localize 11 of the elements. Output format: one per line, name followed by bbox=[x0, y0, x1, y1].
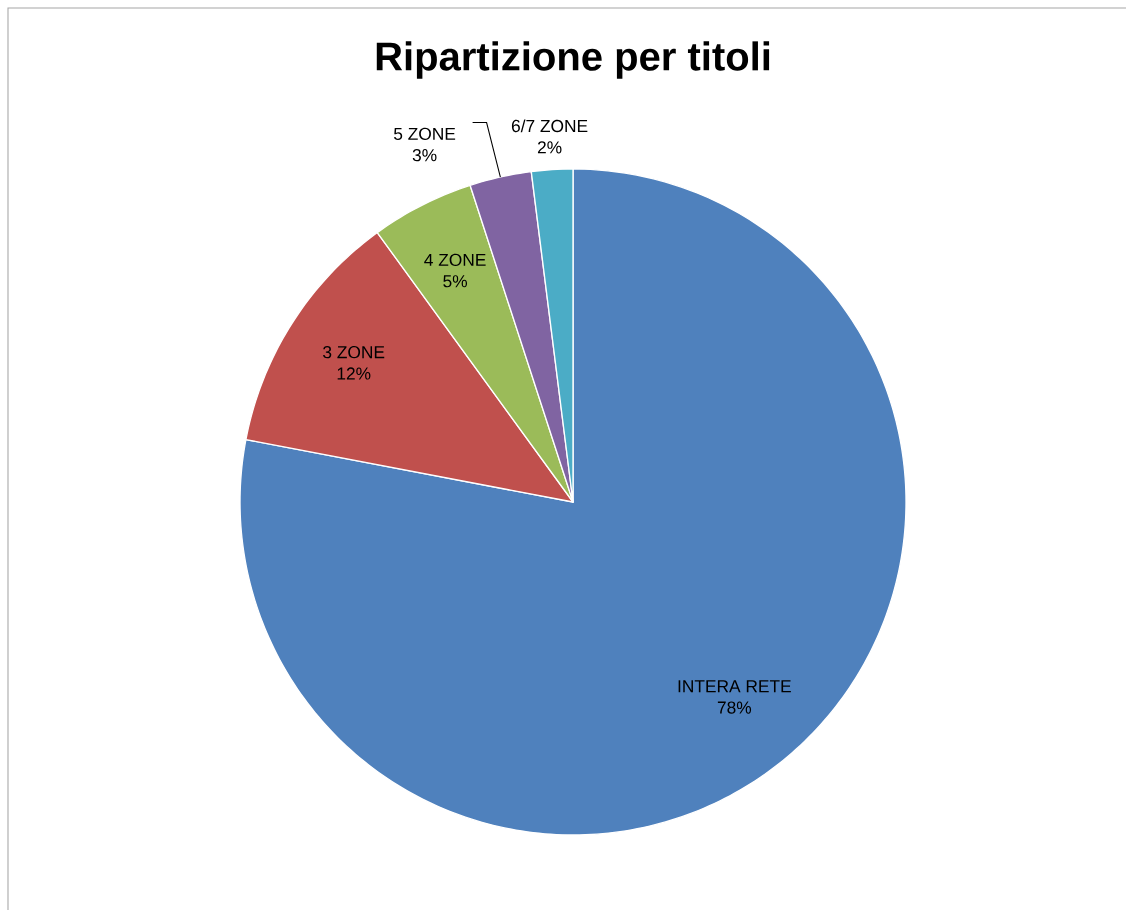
slice-label: 5 ZONE bbox=[393, 127, 456, 140]
slice-label: 4 ZONE bbox=[424, 253, 486, 267]
data-label: 12% bbox=[337, 367, 371, 380]
chart-title: Ripartizione per titoli bbox=[376, 41, 770, 79]
slice-label: 6/7 ZONE bbox=[511, 119, 588, 133]
slice-label: 3 ZONE bbox=[323, 346, 385, 359]
data-label: 5% bbox=[443, 275, 468, 288]
data-label: 78% bbox=[717, 701, 752, 714]
slice-label: INTERA RETE bbox=[678, 680, 791, 693]
data-label: 3% bbox=[412, 149, 437, 162]
data-label: 2% bbox=[537, 141, 562, 154]
